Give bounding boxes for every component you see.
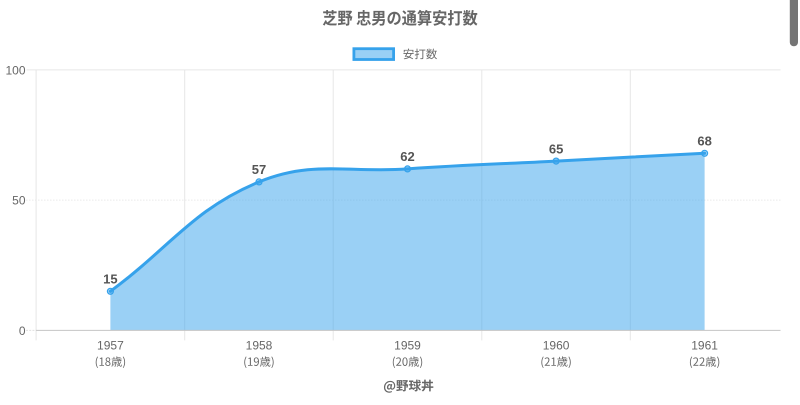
- svg-text:65: 65: [549, 141, 563, 156]
- svg-text:1959: 1959: [394, 339, 421, 353]
- svg-text:50: 50: [12, 194, 26, 208]
- svg-text:1960: 1960: [543, 339, 570, 353]
- svg-text:1957: 1957: [97, 339, 124, 353]
- svg-text:68: 68: [697, 134, 711, 149]
- svg-text:0: 0: [19, 324, 26, 338]
- svg-text:62: 62: [400, 149, 414, 164]
- svg-text:100: 100: [5, 64, 25, 78]
- svg-text:1961: 1961: [691, 339, 718, 353]
- svg-text:1958: 1958: [246, 339, 273, 353]
- svg-text:15: 15: [103, 272, 117, 287]
- svg-text:57: 57: [252, 162, 266, 177]
